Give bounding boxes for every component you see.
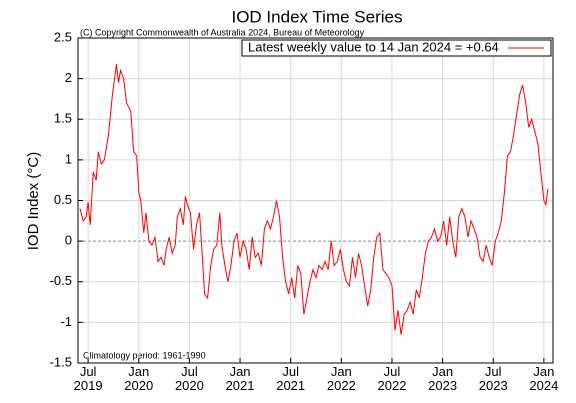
copyright: (C) Copyright Commonwealth of Australia … (80, 27, 365, 37)
legend-box (241, 39, 552, 57)
x-tick-label: Jul 2019 (74, 364, 103, 393)
x-tick-label: Jan 2023 (428, 364, 457, 393)
y-tick-label: -1.5 (50, 354, 72, 369)
x-tick-label: Jan 2020 (124, 364, 153, 393)
x-tick-label: Jan 2022 (327, 364, 356, 393)
y-tick-label: -0.5 (50, 273, 72, 288)
data-line (79, 63, 549, 335)
x-tick-label: Jul 2021 (276, 364, 305, 393)
plot-frame (77, 37, 554, 364)
chart-title: IOD Index Time Series (231, 7, 402, 26)
y-tick-label: -1 (60, 314, 72, 329)
legend-label: Latest weekly value to 14 Jan 2024 = +0.… (248, 39, 499, 54)
y-tick-label: 1 (65, 151, 72, 166)
y-tick-label: 2.5 (54, 29, 72, 44)
x-tick-label: Jan 2024 (529, 364, 558, 393)
x-tick-label: Jan 2021 (226, 364, 255, 393)
y-tick-label: 1.5 (54, 111, 72, 126)
x-tick-label: Jul 2020 (175, 364, 204, 393)
annotation: Climatology period: 1961-1990 (83, 350, 206, 360)
y-tick-label: 0 (65, 233, 72, 248)
y-tick-label: 2 (65, 70, 72, 85)
y-axis-label: IOD Index (°C) (25, 152, 42, 251)
y-tick-label: 0.5 (54, 192, 72, 207)
x-tick-label: Jul 2022 (378, 364, 407, 393)
x-tick-label: Jul 2023 (479, 364, 508, 393)
